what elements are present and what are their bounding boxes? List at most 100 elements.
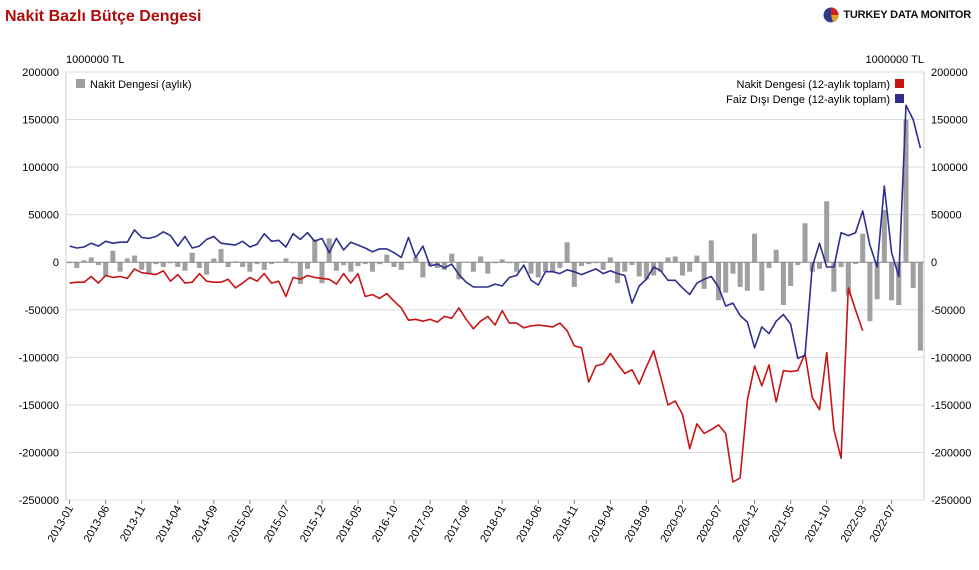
- bar: [398, 262, 404, 270]
- x-tick-label: 2019-04: [586, 504, 617, 545]
- bar: [218, 248, 224, 263]
- bar: [752, 233, 758, 263]
- x-tick-label: 2020-12: [731, 504, 762, 545]
- legend-label-nakit: Nakit Dengesi (12-aylık toplam): [737, 79, 890, 91]
- bar: [146, 262, 152, 274]
- x-tick-label: 2015-07: [262, 504, 293, 545]
- y-tick-label-left: -250000: [19, 495, 59, 507]
- y-tick-label-left: -50000: [25, 305, 59, 317]
- grid-lines: [66, 71, 924, 501]
- y-tick-label-right: -50000: [931, 305, 965, 317]
- x-tick-label: 2021-05: [767, 504, 798, 545]
- bar: [420, 262, 426, 278]
- bar: [478, 256, 484, 263]
- bar: [499, 259, 505, 263]
- bar: [824, 201, 830, 263]
- x-tick-label: 2019-09: [622, 504, 653, 545]
- bar: [607, 257, 613, 263]
- bar: [622, 262, 628, 272]
- bar: [694, 255, 700, 263]
- bar: [896, 262, 902, 306]
- bar: [160, 262, 166, 267]
- legend-left: Nakit Dengesi (aylık): [76, 79, 191, 91]
- bar: [117, 262, 123, 272]
- x-tick-label: 2013-06: [82, 504, 113, 545]
- bar: [413, 257, 419, 263]
- bar: [442, 262, 448, 270]
- x-axis: 2013-01 2013-06 2013-11 2014-04 2014-09 2015-…: [46, 500, 898, 545]
- bar: [766, 262, 772, 268]
- x-tick-label: 2016-10: [370, 504, 401, 545]
- bar: [384, 254, 390, 263]
- x-tick-label: 2022-03: [839, 504, 870, 545]
- bar: [305, 262, 311, 269]
- bar: [571, 262, 577, 287]
- bar: [788, 262, 794, 286]
- legend-swatch-faiz: [895, 94, 904, 103]
- y-tick-label-right: 200000: [931, 67, 968, 79]
- x-tick-label: 2020-02: [658, 504, 689, 545]
- bar: [615, 262, 621, 284]
- bar: [88, 257, 94, 263]
- bar: [564, 242, 570, 263]
- bar: [283, 258, 289, 263]
- x-tick-label: 2013-01: [46, 504, 77, 545]
- y-tick-label-left: -200000: [19, 447, 59, 459]
- bar: [687, 262, 693, 272]
- bar: [917, 262, 923, 351]
- x-tick-label: 2021-10: [803, 504, 834, 545]
- bar: [874, 262, 880, 300]
- bar: [795, 262, 801, 266]
- bar: [586, 262, 592, 265]
- y-tick-label-left: -100000: [19, 352, 59, 364]
- bar: [297, 262, 303, 285]
- y-tick-label-right: 100000: [931, 162, 968, 174]
- plot-frame: [65, 71, 925, 501]
- bar: [456, 262, 462, 280]
- y-tick-label-right: -200000: [931, 447, 971, 459]
- bar: [679, 262, 685, 276]
- pie-globe-logo-icon: [823, 7, 839, 23]
- bar: [326, 238, 332, 263]
- bar: [348, 262, 354, 272]
- bar: [723, 262, 729, 293]
- brand-name: TURKEY DATA MONITOR: [843, 9, 971, 21]
- bar: [643, 262, 649, 280]
- y-tick-label-right: -100000: [931, 352, 971, 364]
- bar: [182, 262, 188, 271]
- bar: [629, 262, 635, 266]
- bar: [658, 262, 664, 272]
- x-tick-label: 2018-01: [478, 504, 509, 545]
- x-tick-label: 2018-11: [551, 504, 581, 544]
- bar: [341, 262, 347, 266]
- y-tick-label-left: -150000: [19, 400, 59, 412]
- bar: [528, 262, 534, 274]
- bar: [838, 262, 844, 267]
- bar: [780, 262, 786, 306]
- x-tick-label: 2016-05: [334, 504, 365, 545]
- bar: [312, 239, 318, 263]
- x-tick-label: 2020-07: [695, 504, 726, 545]
- y-tick-label-right: -150000: [931, 400, 971, 412]
- x-tick-label: 2015-12: [298, 504, 329, 545]
- bar: [211, 258, 217, 263]
- legend-swatch-nakit: [895, 79, 904, 88]
- bar: [889, 262, 895, 301]
- x-tick-label: 2015-02: [226, 504, 257, 545]
- bar: [831, 262, 837, 292]
- y-tick-label-right: 50000: [931, 210, 962, 222]
- left-axis-unit: 1000000 TL: [66, 54, 125, 66]
- bar: [578, 262, 585, 267]
- bar: [852, 262, 859, 265]
- bar: [701, 262, 707, 289]
- brand: TURKEY DATA MONITOR: [823, 6, 971, 24]
- x-tick-label: 2017-03: [406, 504, 437, 545]
- bar: [377, 262, 383, 265]
- y-tick-label-left: 200000: [22, 67, 59, 79]
- y-tick-label-right: 0: [931, 257, 937, 269]
- bar: [189, 252, 195, 263]
- bar: [247, 262, 253, 272]
- x-tick-label: 2013-11: [118, 504, 148, 544]
- bar: [759, 262, 765, 291]
